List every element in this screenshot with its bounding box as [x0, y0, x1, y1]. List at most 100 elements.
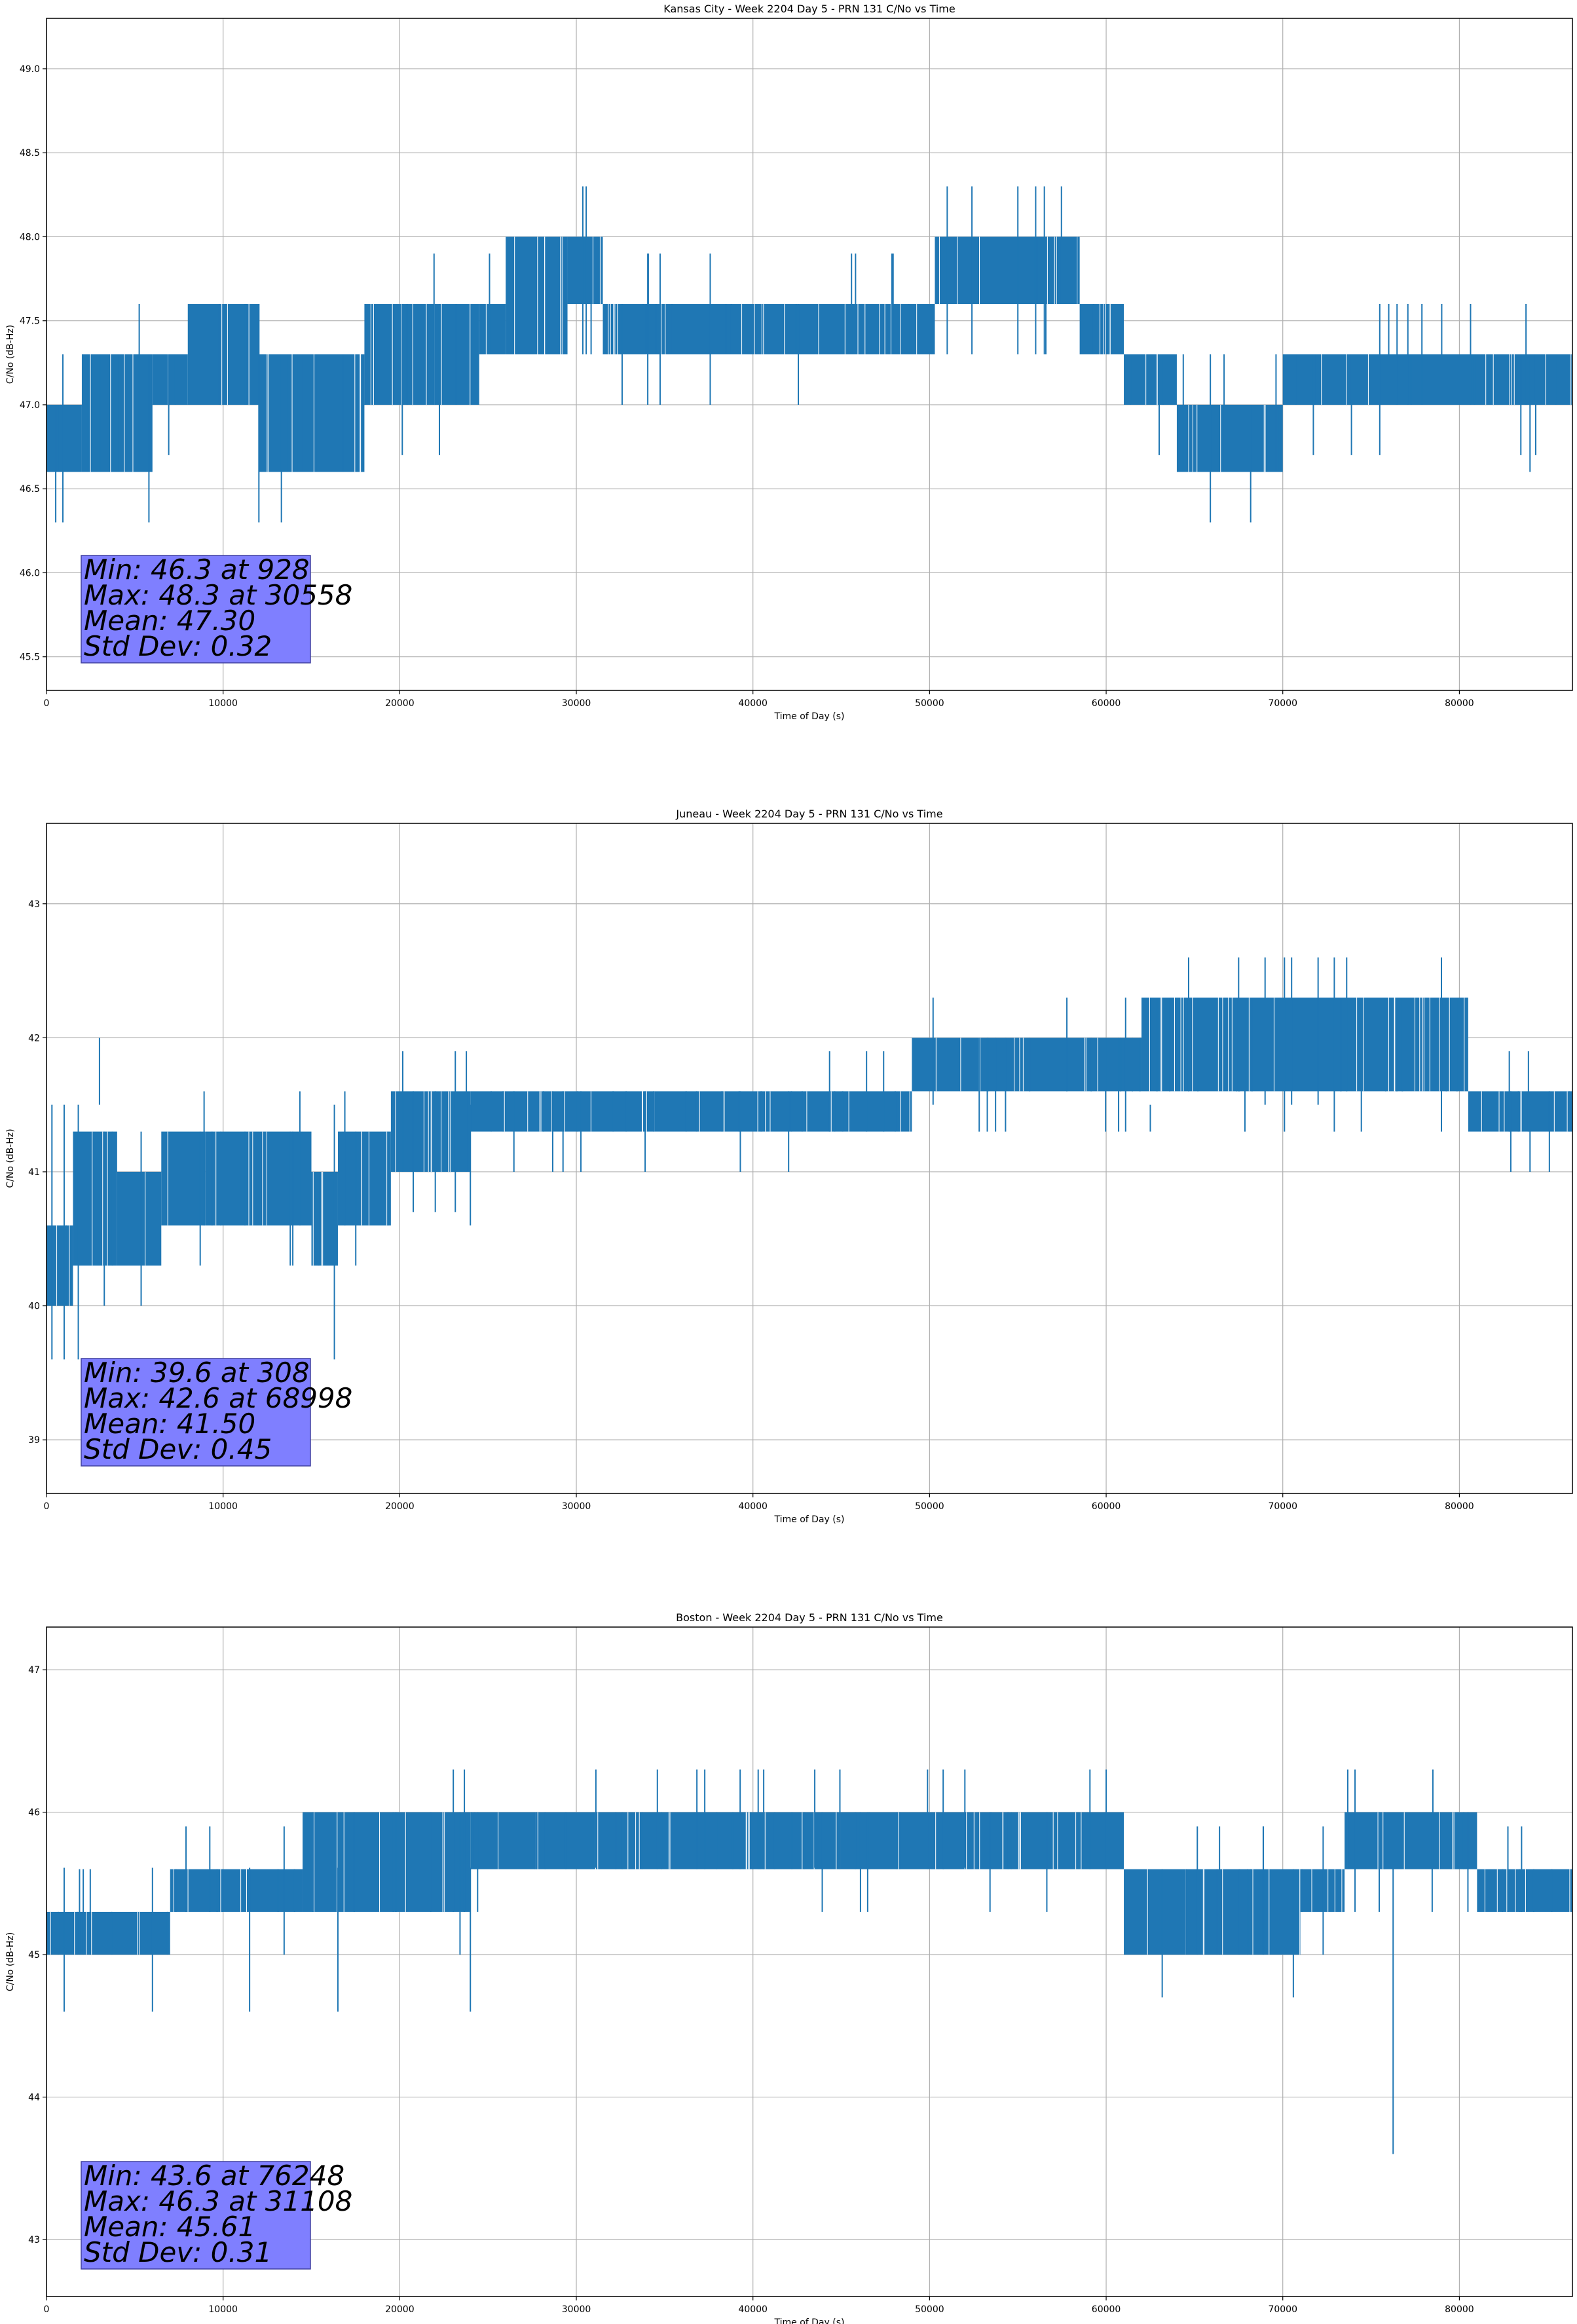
x-tick-label: 20000 [385, 1501, 415, 1512]
series-band [117, 1171, 162, 1266]
y-tick-label: 47.5 [20, 316, 40, 327]
series-band [1141, 997, 1468, 1092]
series-band [161, 1131, 206, 1226]
stats-line: Min: 43.6 at 76248 [84, 2160, 344, 2192]
y-tick-label: 44 [28, 2093, 40, 2103]
x-tick-label: 80000 [1445, 1501, 1474, 1512]
y-tick-label: 41 [28, 1167, 40, 1178]
series-band [935, 236, 1080, 305]
y-axis-label: C/No (dB-Hz) [5, 325, 16, 384]
stats-line: Mean: 47.30 [84, 605, 255, 637]
x-tick-label: 70000 [1268, 1501, 1297, 1512]
x-tick-label: 80000 [1445, 698, 1474, 709]
x-tick-label: 20000 [385, 698, 415, 709]
y-tick-label: 46.5 [20, 484, 40, 495]
series-band [187, 304, 259, 405]
series-band [470, 1812, 594, 1869]
stats-box [81, 1358, 311, 1467]
series-band [303, 1812, 471, 1912]
juneau-panel: 0 10000 20000 30000 40000 50000 60000 70000 8000… [5, 808, 1573, 1525]
series-band [1477, 1869, 1572, 1912]
x-tick-label: 80000 [1445, 2304, 1474, 2315]
chart-title: Boston - Week 2204 Day 5 - PRN 131 C/No … [676, 1611, 943, 1624]
x-tick-label: 10000 [208, 1501, 238, 1512]
x-tick-label: 40000 [738, 698, 768, 709]
x-tick-label: 20000 [385, 2304, 415, 2315]
x-tick-label: 70000 [1268, 698, 1297, 709]
x-tick-label: 40000 [738, 1501, 768, 1512]
x-tick-label: 60000 [1092, 698, 1121, 709]
series-band [470, 1091, 912, 1132]
x-axis-label: Time of Day (s) [774, 711, 845, 722]
stats-line: Min: 46.3 at 928 [84, 553, 310, 586]
series-band [170, 1869, 303, 1912]
stats-line: Max: 46.3 at 31108 [84, 2185, 352, 2217]
series-trace [46, 186, 1573, 523]
stats-line: Std Dev: 0.32 [84, 630, 272, 662]
y-tick-label: 40 [28, 1302, 40, 1312]
y-tick-label: 48.0 [20, 232, 40, 242]
series-band [567, 236, 603, 305]
series-band [364, 304, 479, 405]
series-trace [46, 957, 1572, 1360]
series-band [390, 1091, 471, 1172]
x-tick-label: 70000 [1268, 2304, 1297, 2315]
kansas-city-panel: 0 10000 20000 30000 40000 50000 60000 70000 8000… [5, 3, 1573, 722]
y-tick-label: 43 [28, 899, 40, 910]
series-band [1345, 1812, 1477, 1869]
x-tick-label: 30000 [562, 698, 591, 709]
y-tick-label: 49.0 [20, 64, 40, 75]
series-band [506, 236, 568, 354]
x-tick-label: 0 [44, 698, 50, 709]
stats-line: Mean: 45.61 [84, 2211, 255, 2243]
x-tick-label: 0 [44, 2304, 50, 2315]
stats-line: Max: 48.3 at 30558 [84, 579, 352, 611]
series-band [912, 1038, 1141, 1092]
y-tick-label: 42 [28, 1033, 40, 1043]
series-band [311, 1171, 338, 1266]
series-band [479, 304, 506, 354]
series-band [46, 1911, 170, 1955]
x-tick-label: 40000 [738, 2304, 768, 2315]
series-band [205, 1131, 312, 1226]
y-tick-label: 45.5 [20, 652, 40, 663]
series-trace [46, 1769, 1572, 2154]
series-band [337, 1131, 391, 1226]
chart-title: Kansas City - Week 2204 Day 5 - PRN 131 … [663, 3, 955, 15]
x-tick-label: 50000 [915, 698, 944, 709]
x-tick-label: 0 [44, 1501, 50, 1512]
x-axis-label: Time of Day (s) [774, 1514, 845, 1525]
y-tick-label: 47.0 [20, 400, 40, 411]
y-tick-label: 47 [28, 1665, 40, 1676]
y-tick-label: 48.5 [20, 148, 40, 159]
x-tick-label: 30000 [562, 2304, 591, 2315]
series-band [152, 354, 188, 405]
y-axis-label: C/No (dB-Hz) [5, 1932, 16, 1991]
y-tick-label: 46 [28, 1808, 40, 1818]
x-tick-label: 60000 [1092, 1501, 1121, 1512]
x-tick-label: 50000 [915, 2304, 944, 2315]
axes-frame [46, 823, 1573, 1494]
y-axis-label: C/No (dB-Hz) [5, 1129, 16, 1188]
x-axis-label: Time of Day (s) [774, 2317, 845, 2324]
series-band [46, 404, 82, 472]
series-band [258, 354, 365, 472]
y-tick-label: 45 [28, 1950, 40, 1960]
series-band [593, 1812, 1124, 1869]
stats-line: Std Dev: 0.45 [84, 1433, 272, 1465]
series-band [46, 1225, 73, 1306]
series-band [1468, 1091, 1572, 1132]
x-tick-label: 30000 [562, 1501, 591, 1512]
stats-line: Max: 42.6 at 68998 [84, 1382, 352, 1414]
x-tick-label: 60000 [1092, 2304, 1121, 2315]
stats-box [81, 2161, 311, 2270]
stats-line: Std Dev: 0.31 [84, 2236, 272, 2268]
chart-title: Juneau - Week 2204 Day 5 - PRN 131 C/No … [675, 808, 942, 820]
axes-frame [46, 18, 1573, 691]
y-tick-label: 43 [28, 2235, 40, 2245]
x-tick-label: 10000 [208, 698, 238, 709]
boston-panel: 0 10000 20000 30000 40000 50000 60000 70000 8000… [5, 1611, 1573, 2324]
series-band [1282, 354, 1572, 405]
y-tick-label: 39 [28, 1435, 40, 1446]
